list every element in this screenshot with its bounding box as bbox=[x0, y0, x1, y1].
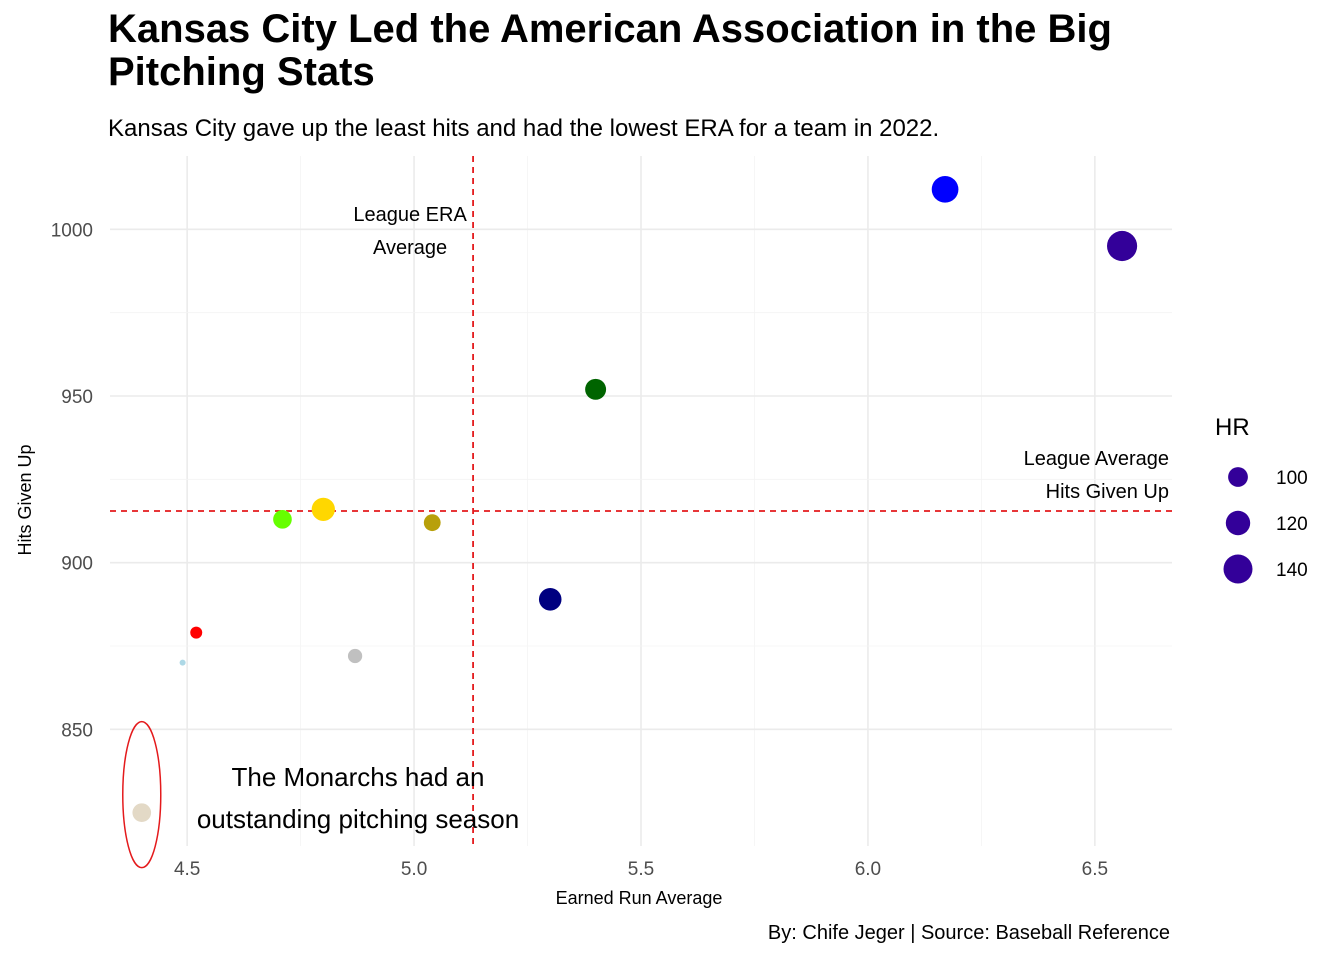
legend-title: HR bbox=[1215, 414, 1250, 441]
data-point bbox=[347, 648, 363, 664]
reference-lines: League ERA Average League Average Hits Give… bbox=[110, 156, 1172, 846]
x-axis-title: Earned Run Average bbox=[556, 888, 723, 908]
data-points bbox=[132, 175, 1138, 822]
y-tick-label: 1000 bbox=[51, 220, 93, 241]
data-point bbox=[538, 588, 562, 611]
era-average-label: Average bbox=[373, 237, 447, 259]
data-point bbox=[931, 175, 959, 203]
data-point bbox=[179, 659, 186, 666]
legend-key-circle bbox=[1223, 554, 1253, 584]
chart-title: Kansas City Led the American Association… bbox=[108, 7, 1112, 94]
data-point bbox=[190, 626, 203, 639]
legend-key-label: 140 bbox=[1276, 560, 1308, 581]
data-point bbox=[1107, 230, 1138, 262]
y-tick-label: 850 bbox=[61, 720, 93, 741]
y-axis-ticks: 850 900 950 1000 bbox=[51, 220, 93, 741]
data-point bbox=[585, 378, 607, 400]
data-point bbox=[132, 803, 152, 822]
data-point bbox=[311, 497, 335, 521]
legend-key-label: 120 bbox=[1276, 514, 1308, 535]
monarchs-annotation: outstanding pitching season bbox=[197, 804, 519, 834]
data-point bbox=[423, 514, 441, 532]
x-axis-ticks: 4.5 5.0 5.5 6.0 6.5 bbox=[174, 859, 1108, 880]
y-axis-title: Hits Given Up bbox=[15, 444, 35, 555]
legend-key-label: 100 bbox=[1276, 468, 1308, 489]
era-average-label: League ERA bbox=[353, 204, 467, 226]
x-tick-label: 5.5 bbox=[628, 859, 654, 880]
legend-key-circle bbox=[1228, 467, 1248, 487]
x-tick-label: 5.0 bbox=[401, 859, 427, 880]
y-tick-label: 900 bbox=[61, 554, 93, 575]
hits-average-label: Hits Given Up bbox=[1046, 481, 1169, 503]
chart-caption: By: Chife Jeger | Source: Baseball Refer… bbox=[767, 922, 1170, 944]
chart-subtitle: Kansas City gave up the least hits and h… bbox=[108, 115, 940, 142]
y-tick-label: 950 bbox=[61, 387, 93, 408]
highlight-ellipse bbox=[122, 720, 162, 869]
legend-key-circle bbox=[1225, 510, 1251, 536]
x-tick-label: 4.5 bbox=[174, 859, 200, 880]
hits-average-label: League Average bbox=[1024, 448, 1169, 470]
size-legend: HR 100 120 140 bbox=[1215, 414, 1308, 584]
monarchs-annotation: The Monarchs had an bbox=[232, 762, 485, 792]
x-tick-label: 6.5 bbox=[1082, 859, 1108, 880]
data-point bbox=[273, 510, 292, 529]
grid-lines bbox=[110, 156, 1172, 846]
annotations: The Monarchs had an outstanding pitching … bbox=[122, 720, 519, 869]
x-tick-label: 6.0 bbox=[855, 859, 881, 880]
